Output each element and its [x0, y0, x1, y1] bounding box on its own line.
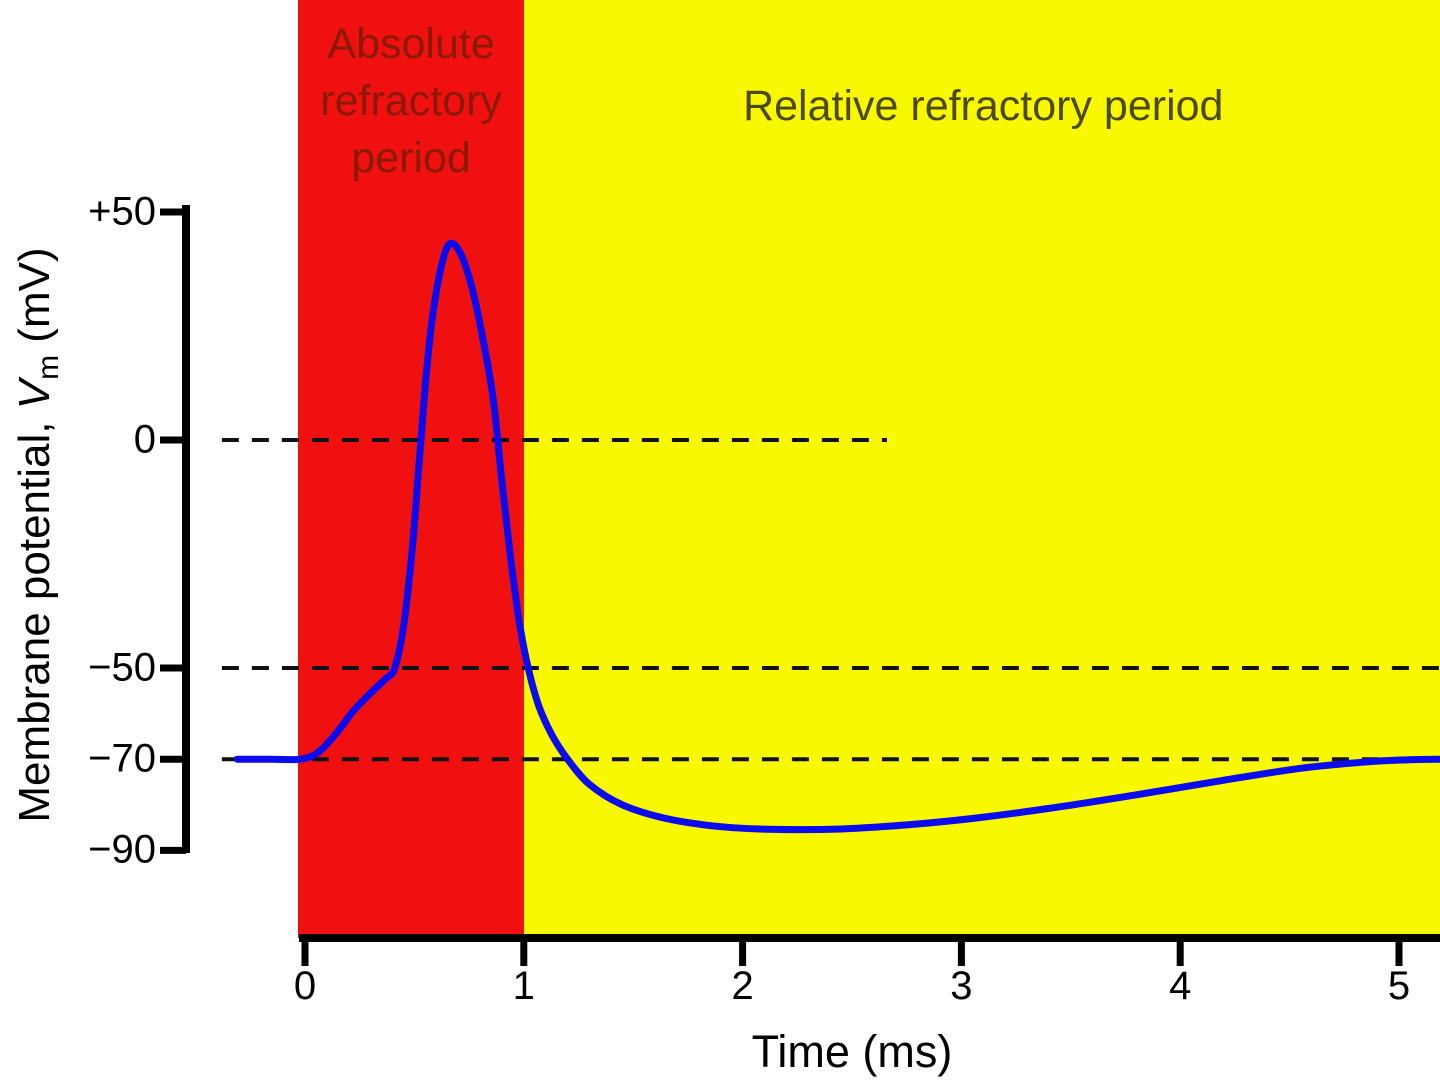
x-axis-title: Time (ms) — [751, 1026, 953, 1077]
y-axis-title-subscript: m — [32, 354, 65, 380]
y-axis-title-units: (mV) — [10, 247, 59, 355]
absolute-refractory-region: Absolute refractory period — [298, 0, 524, 938]
relative-refractory-label: Relative refractory period — [743, 82, 1224, 130]
y-tick-label: 0 — [133, 417, 156, 462]
y-tick-label: −70 — [88, 736, 156, 781]
x-tick-label: 1 — [512, 964, 535, 1008]
relative-refractory-region: Relative refractory period — [523, 0, 1440, 938]
x-tick-label: 4 — [1169, 964, 1192, 1008]
y-tick-label: −90 — [88, 827, 156, 872]
x-tick-label: 2 — [731, 964, 754, 1008]
x-tick-label: 3 — [950, 964, 973, 1008]
y-tick-label: −50 — [88, 645, 156, 690]
x-tick-label: 0 — [293, 964, 317, 1008]
y-axis-title-symbol: V — [10, 379, 59, 410]
absolute-refractory-label: Absolute refractory period — [320, 20, 502, 182]
y-tick-label: +50 — [88, 189, 156, 234]
x-tick-label: 5 — [1387, 964, 1411, 1008]
